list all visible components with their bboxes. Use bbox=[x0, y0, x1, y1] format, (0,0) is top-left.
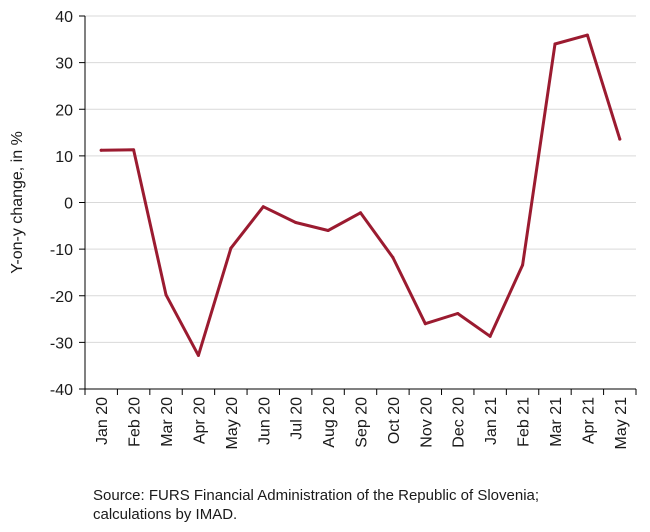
x-tick-labels: Jan 20 Feb 20 Mar 20 Apr 20 May 20 Jun 20 Jul … bbox=[94, 397, 630, 450]
y-tick-label: -40 bbox=[50, 382, 73, 399]
x-tick-label: Oct 20 bbox=[386, 397, 403, 444]
data-point bbox=[196, 353, 200, 357]
y-tick-label: 10 bbox=[55, 149, 73, 166]
y-tick-label: 30 bbox=[55, 56, 73, 73]
x-tick-label: Jun 20 bbox=[256, 397, 273, 445]
x-tick-label: Feb 20 bbox=[127, 397, 144, 447]
data-point bbox=[359, 211, 362, 215]
x-tick-label: Dec 20 bbox=[451, 397, 468, 448]
y-tick-labels: -40 -30 -20 -10 0 10 20 30 40 bbox=[50, 9, 73, 399]
y-tick-label: -10 bbox=[50, 242, 73, 259]
x-tick-label: Sep 20 bbox=[354, 397, 371, 448]
x-tick-label: Jan 21 bbox=[483, 397, 500, 445]
x-tick-label: Mar 21 bbox=[548, 397, 565, 447]
data-point bbox=[294, 221, 298, 225]
x-tick-label: Mar 20 bbox=[159, 397, 176, 447]
data-point bbox=[99, 148, 103, 152]
data-point bbox=[164, 293, 168, 297]
x-tick-label: Jul 20 bbox=[289, 397, 306, 440]
data-point bbox=[553, 42, 557, 46]
data-point bbox=[618, 137, 622, 141]
x-tick-label: Nov 20 bbox=[418, 397, 435, 448]
x-tick-label: Feb 21 bbox=[516, 397, 533, 447]
x-tick-label: Jan 20 bbox=[94, 397, 111, 445]
data-point bbox=[423, 322, 427, 326]
axes bbox=[79, 15, 637, 395]
source-note: Source: FURS Financial Administration of… bbox=[93, 487, 540, 523]
data-point bbox=[391, 256, 395, 260]
x-tick-label: May 20 bbox=[224, 397, 241, 450]
y-tick-label: 20 bbox=[55, 102, 73, 119]
y-tick-label: -20 bbox=[50, 289, 73, 306]
series-layer bbox=[99, 33, 622, 357]
series-line bbox=[99, 33, 622, 357]
y-tick-label: 0 bbox=[64, 196, 73, 213]
y-tick-label: -30 bbox=[50, 335, 73, 352]
x-tick-label: May 21 bbox=[613, 397, 630, 450]
x-tick-label: Apr 21 bbox=[580, 397, 597, 444]
y-axis-title: Y-on-y change, in % bbox=[9, 131, 26, 274]
y-tick-label: 40 bbox=[55, 9, 73, 26]
x-tick-label: Apr 20 bbox=[191, 397, 208, 444]
data-point bbox=[488, 334, 492, 338]
x-tick-label: Aug 20 bbox=[321, 397, 338, 448]
line-chart: -40 -30 -20 -10 0 10 20 30 40 Jan 20 Feb 20 Mar 20… bbox=[9, 9, 637, 450]
data-point bbox=[132, 148, 136, 152]
data-point bbox=[229, 246, 233, 250]
data-point bbox=[326, 228, 330, 232]
data-point bbox=[456, 311, 460, 315]
data-point bbox=[521, 263, 525, 267]
data-point bbox=[261, 205, 265, 209]
gridlines bbox=[85, 15, 636, 343]
data-point bbox=[585, 33, 589, 37]
